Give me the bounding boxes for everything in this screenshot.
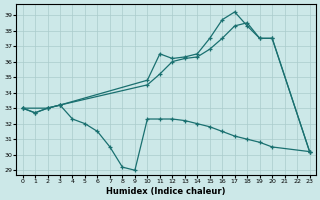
X-axis label: Humidex (Indice chaleur): Humidex (Indice chaleur) [106, 187, 226, 196]
